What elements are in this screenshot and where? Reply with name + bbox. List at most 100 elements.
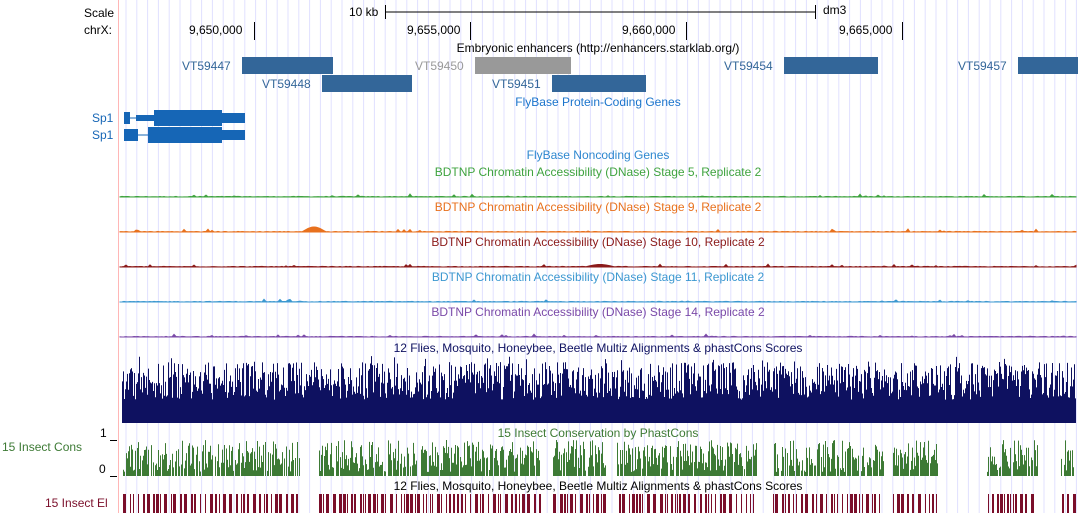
cons-element-block bbox=[1000, 494, 1003, 513]
dnase-stage14-title[interactable]: BDTNP Chromatin Accessibility (DNase) St… bbox=[431, 305, 765, 319]
enhancer-track-title[interactable]: Embryonic enhancers (http://enhancers.st… bbox=[456, 41, 740, 55]
cons-element-block bbox=[564, 494, 566, 513]
cons-element-block bbox=[711, 494, 712, 513]
gene-model-sp1-b[interactable] bbox=[124, 127, 245, 143]
cons-element-block bbox=[1073, 494, 1076, 513]
cons-element-block bbox=[160, 494, 161, 513]
cons-element-block bbox=[323, 494, 324, 513]
cons-element-block bbox=[936, 494, 937, 513]
enhancer-track[interactable] bbox=[242, 57, 1078, 92]
cons-element-block bbox=[123, 494, 126, 513]
enhancer-label-vt59457[interactable]: VT59457 bbox=[958, 59, 1007, 73]
enhancer-block-vt59454[interactable] bbox=[784, 57, 878, 74]
cons-element-block bbox=[368, 494, 371, 513]
cons-element-block bbox=[553, 494, 556, 513]
gene-label-sp1-b[interactable]: Sp1 bbox=[92, 128, 114, 142]
cons-element-block bbox=[432, 494, 433, 513]
cons-element-block bbox=[253, 494, 256, 513]
cons-element-block bbox=[522, 494, 525, 513]
dnase-signal bbox=[119, 298, 1077, 303]
cons-element-block bbox=[410, 494, 413, 513]
enhancer-label-vt59447[interactable]: VT59447 bbox=[182, 59, 231, 73]
cons-element-block bbox=[465, 494, 466, 513]
noncoding-track-title[interactable]: FlyBase Noncoding Genes bbox=[526, 148, 670, 162]
cons-element-block bbox=[539, 494, 541, 513]
cons-element-block bbox=[343, 494, 346, 513]
cons-element-block bbox=[210, 494, 213, 513]
multiz-track-title[interactable]: 12 Flies, Mosquito, Honeybee, Beetle Mul… bbox=[393, 341, 803, 355]
cons-element-block bbox=[156, 494, 159, 513]
cons-element-block bbox=[243, 494, 245, 513]
cons-element-block bbox=[430, 494, 431, 513]
gene-track-title[interactable]: FlyBase Protein-Coding Genes bbox=[515, 95, 681, 109]
cons-element-block bbox=[586, 494, 588, 513]
cons-element-block bbox=[653, 494, 656, 513]
gene-label-sp1-a[interactable]: Sp1 bbox=[92, 111, 114, 125]
conservation-track[interactable] bbox=[123, 440, 1074, 476]
dnase-tracks[interactable] bbox=[119, 193, 1077, 338]
cons-element-block bbox=[918, 494, 921, 513]
enhancer-label-vt59454[interactable]: VT59454 bbox=[724, 59, 773, 73]
cons-element-block bbox=[223, 494, 226, 513]
enhancer-label-vt59448[interactable]: VT59448 bbox=[262, 77, 311, 91]
cons-element-block bbox=[837, 494, 838, 513]
cons-element-block bbox=[632, 494, 635, 513]
cons-element-block bbox=[1020, 494, 1023, 513]
cons-element-block bbox=[570, 494, 573, 513]
cons-element-block bbox=[437, 494, 440, 513]
cons-element-block bbox=[153, 494, 155, 513]
scale-bar bbox=[385, 5, 816, 19]
cons-element-block bbox=[1031, 494, 1034, 513]
cons-element-block bbox=[381, 494, 384, 513]
assembly-label: dm3 bbox=[823, 3, 847, 17]
dnase-stage9-title[interactable]: BDTNP Chromatin Accessibility (DNase) St… bbox=[434, 200, 762, 214]
cons-element-block bbox=[677, 494, 678, 513]
cons-elements-track[interactable] bbox=[123, 494, 1076, 513]
dnase-stage10-title[interactable]: BDTNP Chromatin Accessibility (DNase) St… bbox=[431, 235, 765, 249]
cons-element-block bbox=[929, 494, 930, 513]
conservation-side-label[interactable]: 15 Insect Cons bbox=[2, 440, 83, 454]
cons-element-block bbox=[785, 494, 786, 513]
dnase-stage5-title[interactable]: BDTNP Chromatin Accessibility (DNase) St… bbox=[434, 165, 762, 179]
position-label-2: 9,655,000 bbox=[407, 23, 461, 37]
cons-element-block bbox=[363, 494, 364, 513]
cons-element-block bbox=[275, 494, 278, 513]
cons-element-block bbox=[872, 494, 873, 513]
enhancer-block-vt59447[interactable] bbox=[242, 57, 333, 74]
cons-element-block bbox=[660, 494, 663, 513]
cons-element-block bbox=[589, 494, 590, 513]
cons-element-block bbox=[826, 494, 827, 513]
gene-model-sp1-a[interactable] bbox=[124, 110, 245, 126]
cons-element-block bbox=[801, 494, 803, 513]
cons-element-block bbox=[519, 494, 520, 513]
cons-element-block bbox=[291, 494, 294, 513]
cons-element-block bbox=[775, 494, 778, 513]
cons-element-block bbox=[390, 494, 393, 513]
cons-element-block bbox=[351, 494, 353, 513]
multiz-track[interactable] bbox=[122, 356, 1076, 423]
cons-elements-track-title[interactable]: 12 Flies, Mosquito, Honeybee, Beetle Mul… bbox=[393, 479, 803, 493]
enhancer-block-vt59457[interactable] bbox=[1018, 57, 1078, 74]
enhancer-label-vt59450[interactable]: VT59450 bbox=[415, 59, 464, 73]
gene-track[interactable] bbox=[124, 110, 245, 143]
cons-element-block bbox=[457, 494, 459, 513]
cons-element-block bbox=[173, 494, 176, 513]
scale-text: 10 kb bbox=[349, 5, 379, 19]
cons-element-block bbox=[143, 494, 145, 513]
cons-element-block bbox=[1010, 494, 1011, 513]
dnase-stage11-title[interactable]: BDTNP Chromatin Accessibility (DNase) St… bbox=[431, 270, 765, 284]
cons-element-block bbox=[619, 494, 621, 513]
enhancer-block-vt59450[interactable] bbox=[475, 57, 571, 74]
enhancer-block-vt59448[interactable] bbox=[322, 75, 412, 92]
enhancer-label-vt59451[interactable]: VT59451 bbox=[492, 77, 541, 91]
cons-element-block bbox=[417, 494, 420, 513]
dnase-signal bbox=[119, 333, 1077, 338]
cons-element-block bbox=[130, 494, 131, 513]
enhancer-block-vt59451[interactable] bbox=[552, 75, 646, 92]
conservation-track-title[interactable]: 15 Insect Conservation by PhastCons bbox=[497, 426, 699, 440]
position-label-4: 9,665,000 bbox=[839, 23, 893, 37]
cons-elements-side-label[interactable]: 15 Insect El bbox=[45, 496, 108, 510]
cons-element-block bbox=[741, 494, 742, 513]
